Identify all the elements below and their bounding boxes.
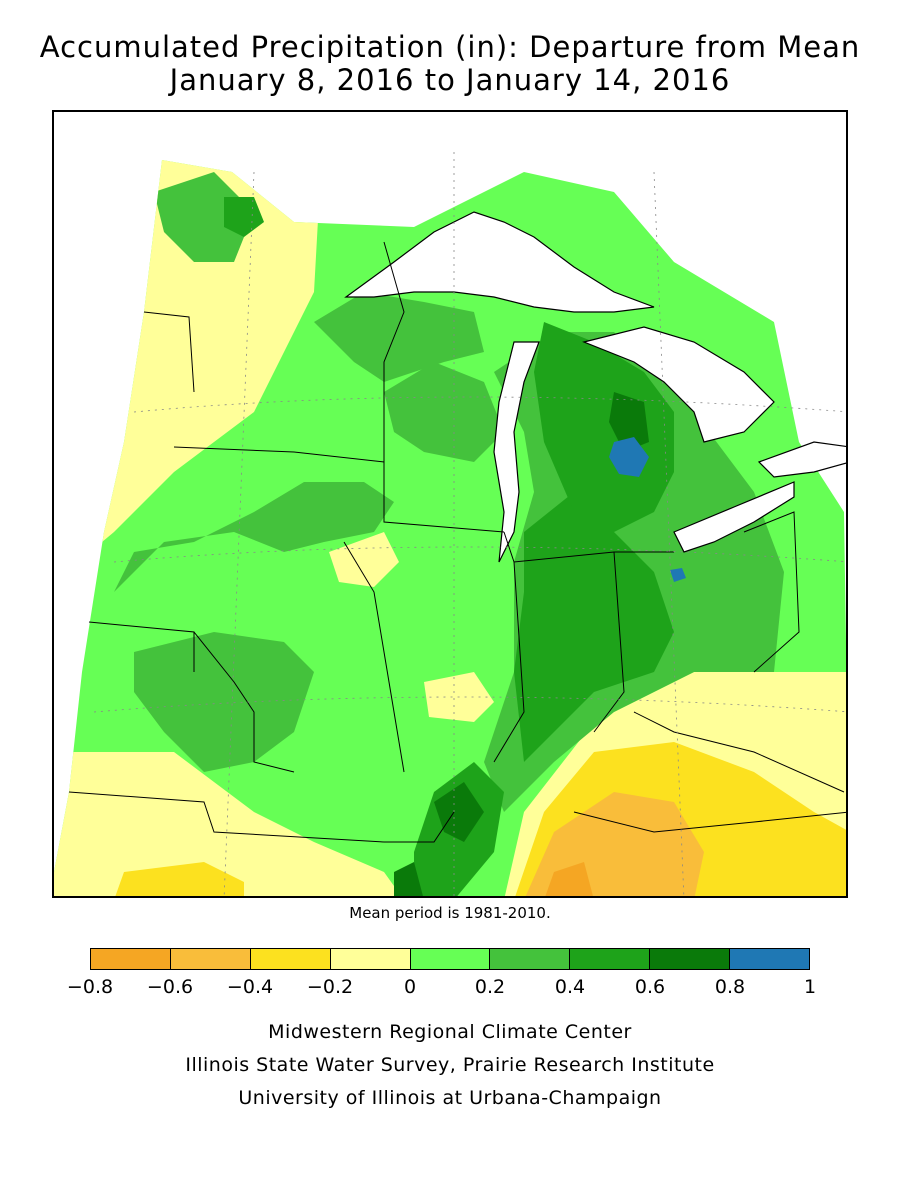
legend-tick-labels: −0.8 −0.6 −0.4 −0.2 0 0.2 0.4 0.6 0.8 1 xyxy=(67,976,816,1000)
legend-tick-label: −0.6 xyxy=(146,976,194,998)
legend-tick-label: 0.4 xyxy=(554,976,586,998)
legend-swatch xyxy=(570,949,651,969)
precipitation-map xyxy=(52,110,848,898)
legend-swatch xyxy=(250,949,331,969)
legend-swatch xyxy=(490,949,571,969)
legend-tick-label: −0.4 xyxy=(226,976,274,998)
great-lakes xyxy=(344,211,846,563)
legend-swatch xyxy=(91,949,171,969)
mean-period-note: Mean period is 1981-2010. xyxy=(349,904,551,922)
state-borders xyxy=(68,241,846,843)
legend-swatch xyxy=(650,949,731,969)
legend-tick-label: 0 xyxy=(403,976,417,998)
legend-tick-label: 0.2 xyxy=(474,976,506,998)
credit-line-2: Illinois State Water Survey, Prairie Res… xyxy=(185,1054,715,1076)
credit-line-1: Midwestern Regional Climate Center xyxy=(268,1021,632,1043)
legend-tick-label: −0.8 xyxy=(66,976,114,998)
legend-swatch xyxy=(410,949,491,969)
map-title: Accumulated Precipitation (in): Departur… xyxy=(39,30,861,64)
graticule xyxy=(93,152,846,896)
legend-tick-label: 0.6 xyxy=(634,976,666,998)
credit-line-3: University of Illinois at Urbana-Champai… xyxy=(238,1087,662,1109)
legend-tick-label: −0.2 xyxy=(306,976,354,998)
legend-tick-label: 1 xyxy=(803,976,817,998)
color-legend xyxy=(90,948,810,970)
map-date-range: January 8, 2016 to January 14, 2016 xyxy=(169,63,731,97)
legend-swatch xyxy=(170,949,251,969)
legend-tick-label: 0.8 xyxy=(714,976,746,998)
legend-swatch xyxy=(330,949,411,969)
legend-swatch xyxy=(730,949,810,969)
